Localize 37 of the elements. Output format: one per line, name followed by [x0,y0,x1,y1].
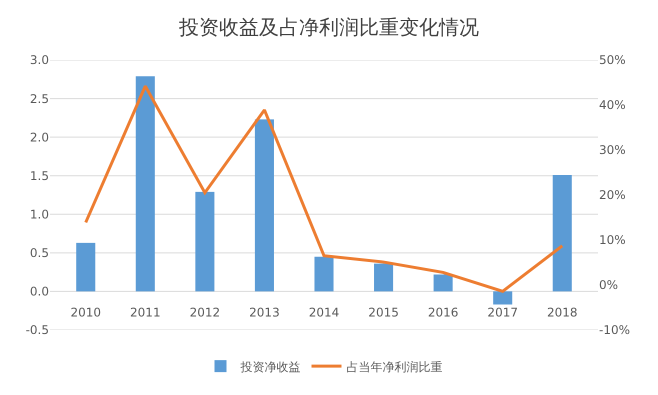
y2-tick-label: 20% [599,188,626,202]
y2-tick-label: 50% [599,53,626,68]
x-tick-label: 2017 [487,305,518,320]
bar [374,264,394,292]
x-tick-label: 2011 [130,305,161,320]
bar [195,192,214,292]
y-tick-label: 0.0 [30,284,49,299]
x-tick-label: 2012 [190,305,220,320]
y-tick-label: 2.0 [30,130,49,144]
y2-tick-label: 0% [599,278,618,292]
x-tick-label: 2015 [368,305,399,320]
y-tick-label: 2.5 [30,92,49,106]
bar [434,274,453,292]
x-tick-label: 2018 [546,305,578,320]
bar [314,256,334,292]
legend-label: 占当年净利润比重 [346,360,442,374]
x-tick-label: 2010 [70,305,102,320]
y2-tick-label: -10% [599,323,630,338]
legend-label: 投资净收益 [240,360,300,374]
y-tick-label: 1.5 [30,168,49,183]
line-series [84,84,564,293]
x-tick-label: 2013 [249,305,280,320]
x-tick-label: 2014 [308,305,340,320]
y2-tick-label: 30% [599,143,626,158]
bar [552,174,572,292]
bar [254,119,274,292]
y-tick-label: 0.5 [30,246,49,260]
y2-tick-label: 40% [599,98,626,112]
x-tick-label: 2016 [428,305,458,320]
bar [136,76,155,292]
y-tick-label: 3.0 [30,53,49,68]
y2-tick-label: 10% [599,233,626,248]
bar [493,291,512,305]
chart-title: 投资收益及占净利润比重变化情况 [178,14,479,39]
y-tick-label: 1.0 [30,207,49,222]
bar [76,242,96,292]
y-tick-label: -0.5 [26,323,49,338]
